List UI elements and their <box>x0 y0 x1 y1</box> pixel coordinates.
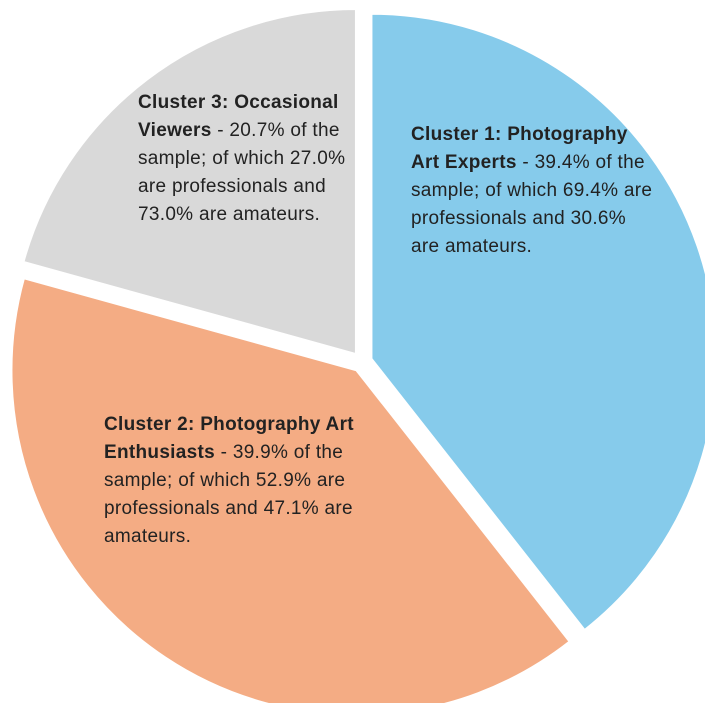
note: of the sample; of which 52.9% are profes… <box>104 442 353 547</box>
category-name: Cluster 3: Occasional Viewers <box>138 92 339 141</box>
separator: - <box>220 442 228 463</box>
value-label: 39.4% <box>534 152 590 173</box>
value-label: 20.7% <box>229 120 285 141</box>
value-label: 39.9% <box>232 442 289 463</box>
pie-slice <box>10 277 572 703</box>
pie-slice <box>22 8 357 356</box>
separator: - <box>217 120 224 141</box>
category-name: Cluster 1: Photography Art Experts <box>411 124 628 173</box>
slice-label: Cluster 1: Photography Art Experts - 39.… <box>411 121 656 261</box>
note: of the sample; of which 69.4% are profes… <box>411 152 653 257</box>
category-name: Cluster 2: Photography Art Enthusiasts <box>104 414 354 463</box>
slice-label: Cluster 3: Occasional Viewers - 20.7% of… <box>138 89 363 229</box>
pie-slice <box>370 12 705 632</box>
slice-label: Cluster 2: Photography Art Enthusiasts -… <box>104 411 389 551</box>
note: of the sample; of which 27.0% are profes… <box>138 120 346 225</box>
separator: - <box>522 152 529 173</box>
